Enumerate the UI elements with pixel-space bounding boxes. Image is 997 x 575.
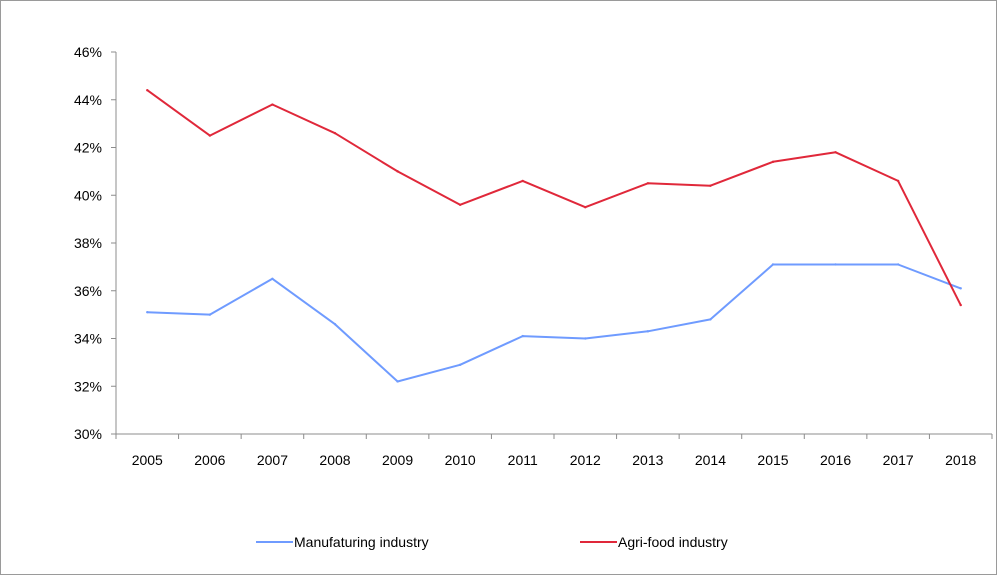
x-tick-label: 2006	[194, 452, 225, 468]
data-point	[959, 287, 962, 290]
data-point	[959, 303, 962, 307]
legend-label: Agri-food industry	[618, 534, 728, 550]
data-point	[896, 263, 900, 266]
y-tick-label: 34%	[74, 331, 102, 347]
data-point	[834, 151, 837, 154]
x-tick-label: 2010	[445, 452, 476, 468]
y-tick-label: 44%	[74, 92, 102, 108]
data-point	[271, 103, 274, 106]
data-point	[771, 160, 775, 164]
data-point	[396, 170, 399, 173]
data-point	[771, 263, 775, 266]
data-point	[333, 322, 337, 326]
data-point	[208, 134, 212, 137]
y-tick-label: 36%	[74, 283, 102, 299]
legend-label: Manufaturing industry	[294, 534, 429, 550]
x-tick-label: 2014	[695, 452, 726, 468]
data-point	[896, 179, 900, 183]
data-point	[584, 337, 587, 340]
x-tick-label: 2011	[508, 452, 538, 468]
data-point	[584, 205, 587, 209]
series-lines	[146, 89, 962, 383]
data-point	[458, 203, 462, 206]
y-tick-label: 42%	[74, 140, 102, 156]
data-point	[646, 330, 650, 333]
data-point	[271, 277, 274, 281]
data-point	[709, 318, 712, 321]
data-point	[521, 179, 524, 183]
data-point	[834, 263, 837, 266]
data-point	[396, 380, 399, 383]
x-tick-label: 2007	[257, 452, 288, 468]
data-point	[146, 311, 149, 314]
series-line-1	[147, 263, 962, 383]
y-tick-label: 40%	[74, 187, 102, 203]
series-line-2	[146, 89, 962, 306]
x-tick-label: 2016	[820, 452, 851, 468]
x-tick-label: 2009	[382, 452, 413, 468]
y-tick-label: 46%	[74, 44, 102, 60]
data-point	[709, 184, 712, 187]
data-point	[146, 89, 149, 92]
data-point	[646, 182, 650, 185]
legend: Manufaturing industry Agri-food industry	[256, 534, 728, 550]
y-tick-label: 38%	[74, 235, 102, 251]
x-tick-label: 2013	[632, 452, 663, 468]
data-point	[208, 313, 212, 316]
data-point	[521, 334, 524, 338]
x-tick-label: 2017	[883, 452, 914, 468]
x-tick-label: 2008	[319, 452, 350, 468]
axes: 30% 32% 34% 36% 38% 40% 42% 44% 46% 2005 2006 2007 2…	[74, 44, 993, 468]
x-tick-label: 2015	[757, 452, 788, 468]
x-tick-label: 2018	[945, 452, 976, 468]
x-tick-label: 2012	[570, 452, 601, 468]
data-point	[333, 131, 337, 135]
x-tick-label: 2005	[132, 452, 163, 468]
data-point	[458, 363, 462, 366]
y-tick-label: 32%	[74, 378, 102, 394]
y-tick-label: 30%	[74, 426, 102, 442]
